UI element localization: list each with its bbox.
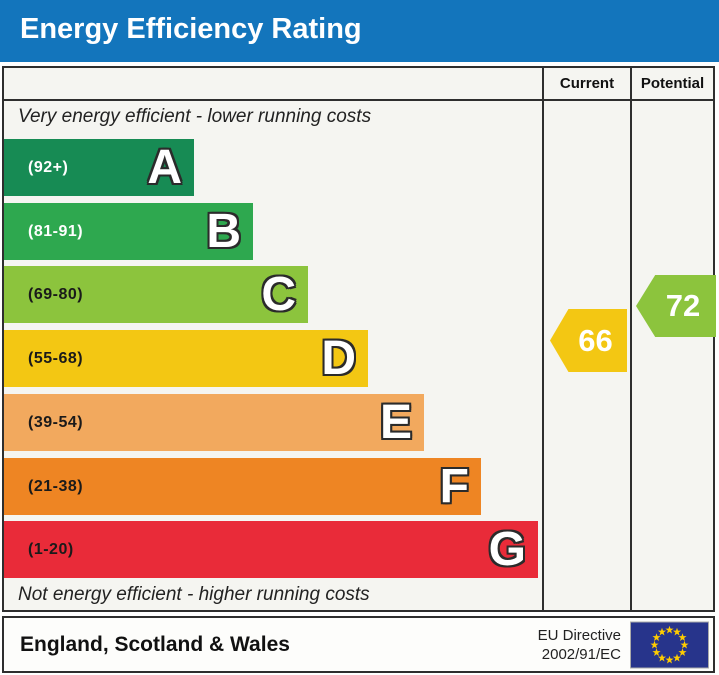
band-range-label: (69-80) xyxy=(28,285,84,303)
band-range-label: (92+) xyxy=(28,158,69,176)
eu-flag-star xyxy=(652,647,661,656)
eu-flag-star xyxy=(672,653,682,661)
top-note: Very energy efficient - lower running co… xyxy=(18,106,372,127)
eu-flag-star xyxy=(652,632,661,641)
band-range-label: (55-68) xyxy=(28,349,84,367)
eu-flag-icon xyxy=(630,621,709,668)
band-row-d: (55-68) D xyxy=(4,330,368,387)
band-letter: C xyxy=(261,267,296,321)
band-range-label: (1-20) xyxy=(28,540,74,558)
column-header-current: Current xyxy=(559,75,615,92)
eu-flag-star xyxy=(678,647,687,656)
band-range-label: (21-38) xyxy=(28,477,84,495)
current-rating-value: 66 xyxy=(578,322,613,358)
footer: England, Scotland & Wales EU Directive 2… xyxy=(2,616,715,673)
band-letter: F xyxy=(439,459,469,513)
band-letter: A xyxy=(147,140,182,194)
potential-rating-marker: 72 xyxy=(636,275,716,337)
column-header-potential: Potential xyxy=(640,75,705,92)
title-bar: Energy Efficiency Rating xyxy=(0,0,719,62)
band-row-a: (92+) A xyxy=(4,139,194,196)
potential-rating-value: 72 xyxy=(665,288,701,323)
band-row-b: (81-91) B xyxy=(4,203,253,260)
bottom-note: Not energy efficient - higher running co… xyxy=(18,584,370,605)
band-row-c: (69-80) C xyxy=(4,266,308,323)
eu-flag-star xyxy=(672,627,682,635)
eu-flag-star xyxy=(680,640,689,648)
band-row-f: (21-38) F xyxy=(4,458,481,515)
eu-flag-star xyxy=(665,655,674,663)
eu-flag-star xyxy=(657,627,667,635)
eu-flag-star xyxy=(678,632,687,641)
eu-flag-star xyxy=(650,640,659,648)
region-label: England, Scotland & Wales xyxy=(20,632,290,656)
eu-flag-star xyxy=(657,653,667,661)
header-divider xyxy=(4,99,713,101)
current-column-divider xyxy=(542,68,544,610)
band-row-g: (1-20) G xyxy=(4,521,538,578)
eu-directive-line2: 2002/91/EC xyxy=(541,645,621,663)
band-range-label: (81-91) xyxy=(28,222,84,240)
potential-column-divider xyxy=(630,68,632,610)
eu-directive-line1: EU Directive xyxy=(537,626,621,644)
page-title: Energy Efficiency Rating xyxy=(20,13,362,45)
band-row-e: (39-54) E xyxy=(4,394,424,451)
eu-flag-star xyxy=(665,625,674,633)
band-range-label: (39-54) xyxy=(28,413,84,431)
band-letter: D xyxy=(321,331,356,385)
band-letter: G xyxy=(488,522,526,576)
eu-directive-text: EU Directive 2002/91/EC xyxy=(538,626,621,664)
band-letter: B xyxy=(206,204,241,258)
band-letter: E xyxy=(379,395,412,449)
current-rating-marker: 66 xyxy=(550,309,627,372)
rating-chart: Current Potential Very energy efficient … xyxy=(2,66,716,612)
